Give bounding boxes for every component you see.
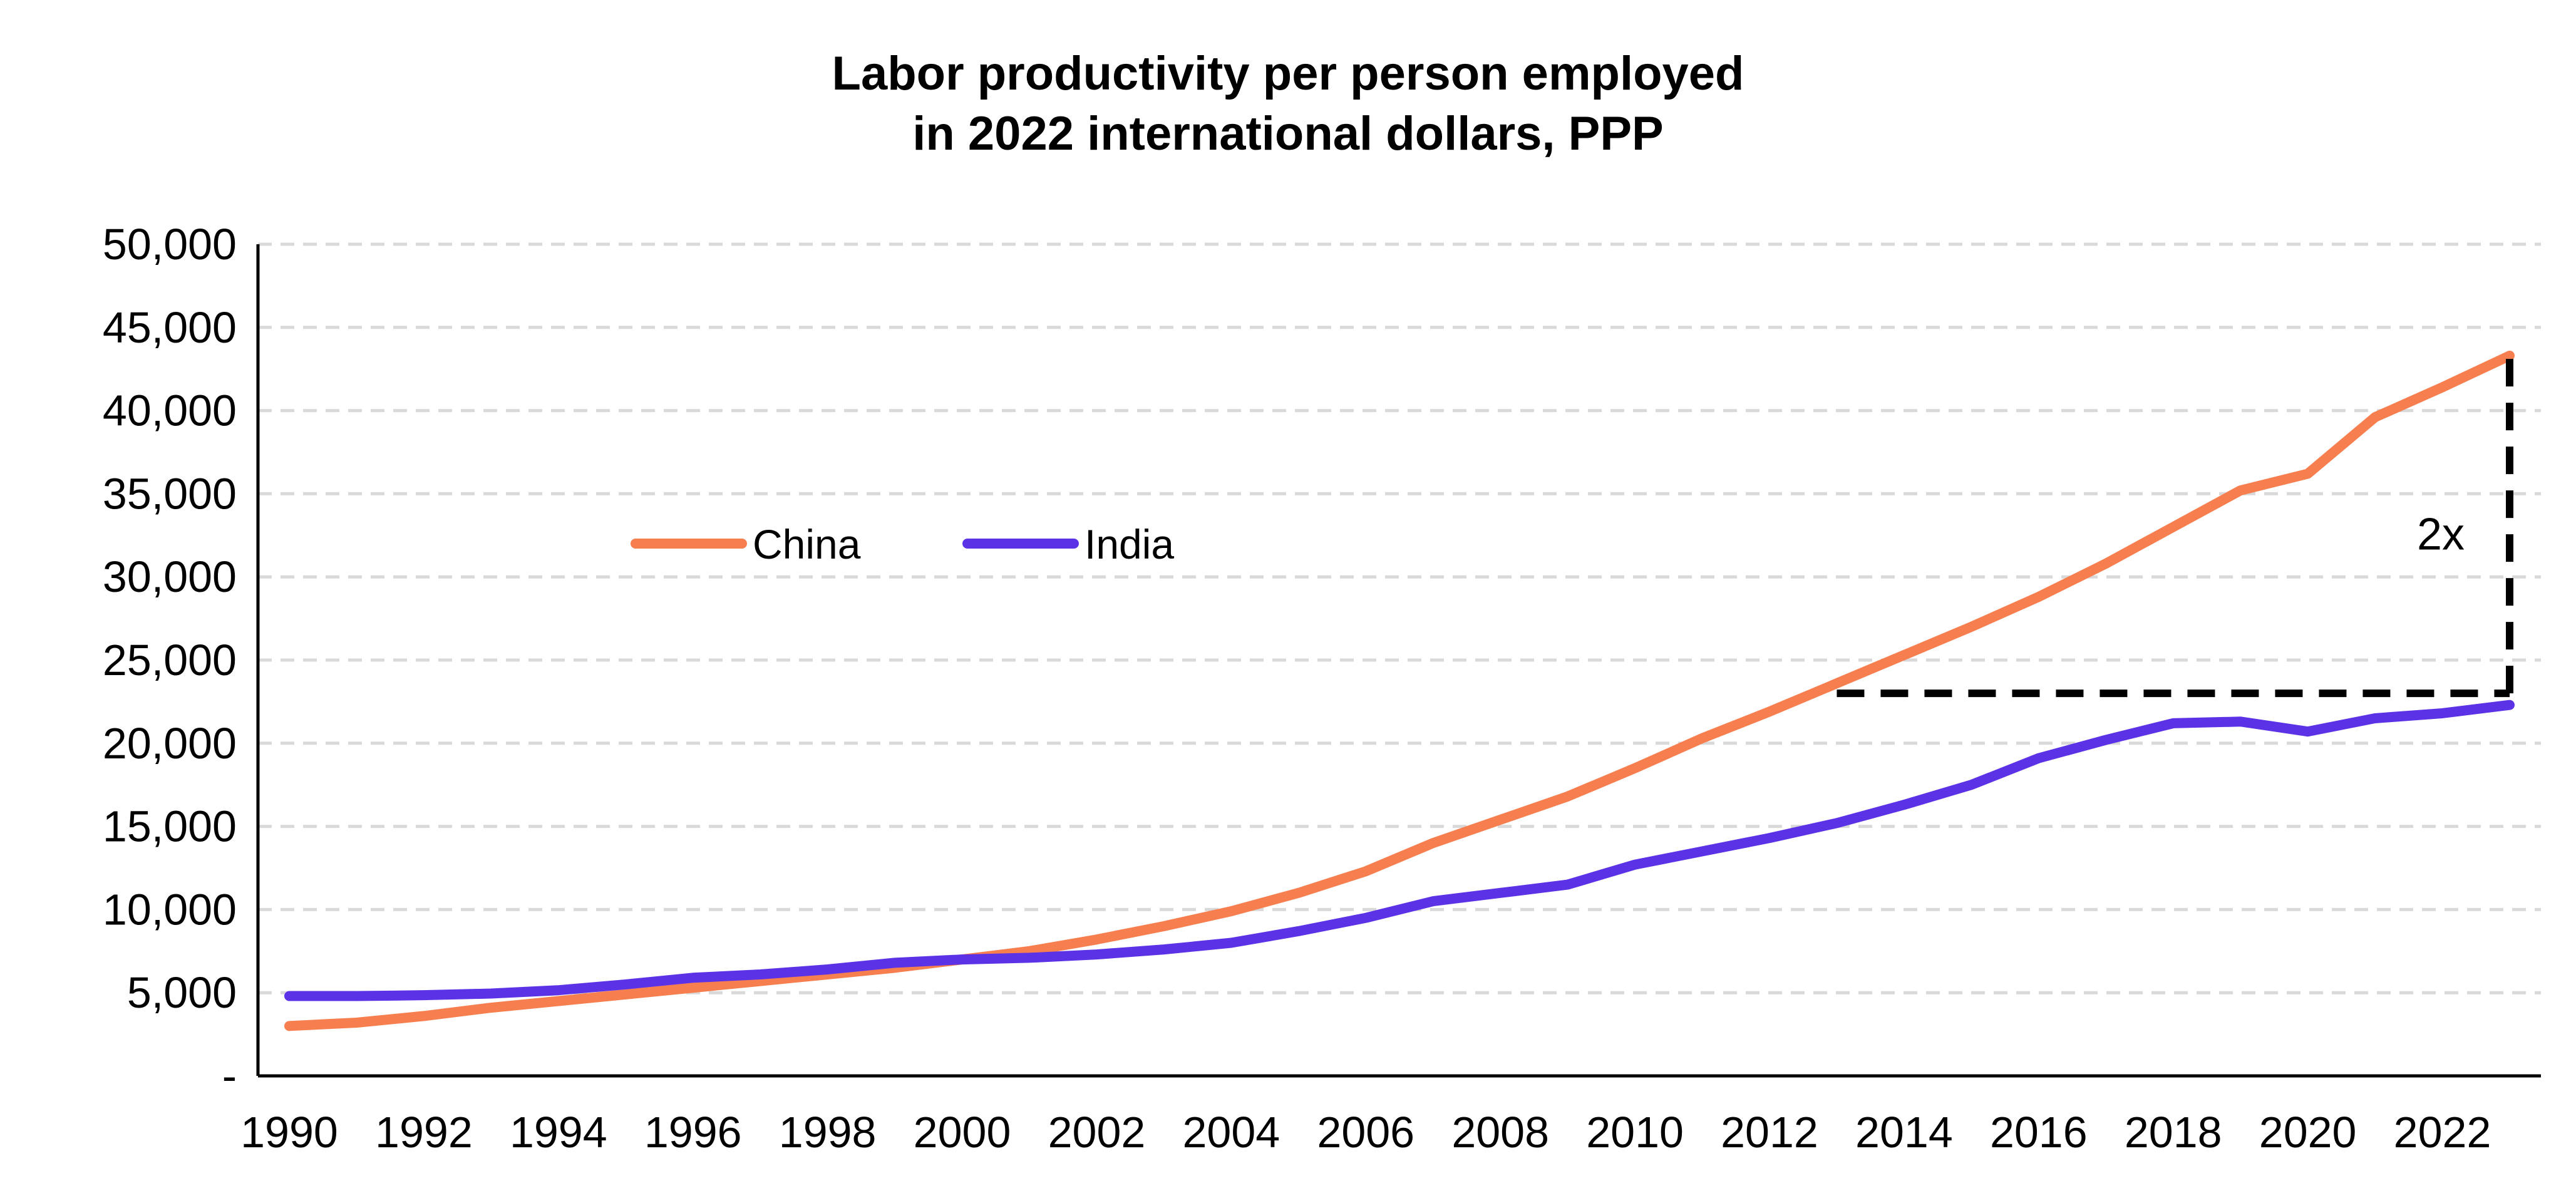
x-tick-label: 2018 (2125, 1108, 2222, 1157)
axes (256, 244, 2541, 1078)
chart-title-line-1: Labor productivity per person employed (832, 47, 1744, 100)
y-tick-label: 15,000 (103, 802, 237, 851)
x-tick-label: 2000 (914, 1108, 1011, 1157)
x-tick-label: 1996 (644, 1108, 742, 1157)
y-tick-label: 5,000 (127, 968, 237, 1017)
y-axis-tick-labels: - 5,000 10,000 15,000 20,000 25,000 30,000 35,0… (103, 220, 237, 1100)
chart-title: Labor productivity per person employed i… (0, 44, 2576, 164)
x-tick-label: 2020 (2259, 1108, 2357, 1157)
y-tick-label: 20,000 (103, 719, 237, 768)
annotation-label: 2x (2417, 510, 2465, 560)
y-tick-label: 35,000 (103, 469, 237, 518)
series-line-india (284, 700, 2515, 1001)
legend-label-india: India (1084, 521, 1174, 567)
x-tick-label: 2008 (1451, 1108, 1549, 1157)
y-tick-label: - (222, 1051, 237, 1100)
y-tick-label: 10,000 (103, 885, 237, 934)
legend-label-china: China (753, 521, 861, 567)
x-tick-label: 2010 (1586, 1108, 1684, 1157)
gridlines (258, 242, 2541, 994)
annotation-2x: 2x (1837, 355, 2513, 698)
x-tick-label: 2006 (1317, 1108, 1414, 1157)
y-tick-label: 30,000 (103, 552, 237, 601)
series-lines (284, 350, 2515, 1031)
x-tick-label: 1990 (240, 1108, 338, 1157)
x-tick-label: 2004 (1182, 1108, 1280, 1157)
x-tick-label: 1998 (779, 1108, 877, 1157)
x-tick-label: 2022 (2394, 1108, 2491, 1157)
x-tick-label: 2014 (1855, 1108, 1953, 1157)
y-tick-label: 25,000 (103, 636, 237, 684)
x-tick-label: 1994 (510, 1108, 607, 1157)
x-tick-label: 2012 (1721, 1108, 1818, 1157)
x-tick-label: 2016 (1990, 1108, 2088, 1157)
chart-title-line-2: in 2022 international dollars, PPP (912, 107, 1664, 160)
y-tick-label: 40,000 (103, 386, 237, 435)
x-axis-tick-labels: 1990 1992 1994 1996 1998 2000 2002 2004 2006 2008… (240, 1108, 2491, 1157)
series-line-china (284, 350, 2515, 1031)
x-tick-label: 2002 (1048, 1108, 1146, 1157)
y-tick-label: 45,000 (103, 303, 237, 352)
legend: China India (631, 521, 1174, 567)
y-tick-label: 50,000 (103, 220, 237, 269)
x-tick-label: 1992 (375, 1108, 473, 1157)
